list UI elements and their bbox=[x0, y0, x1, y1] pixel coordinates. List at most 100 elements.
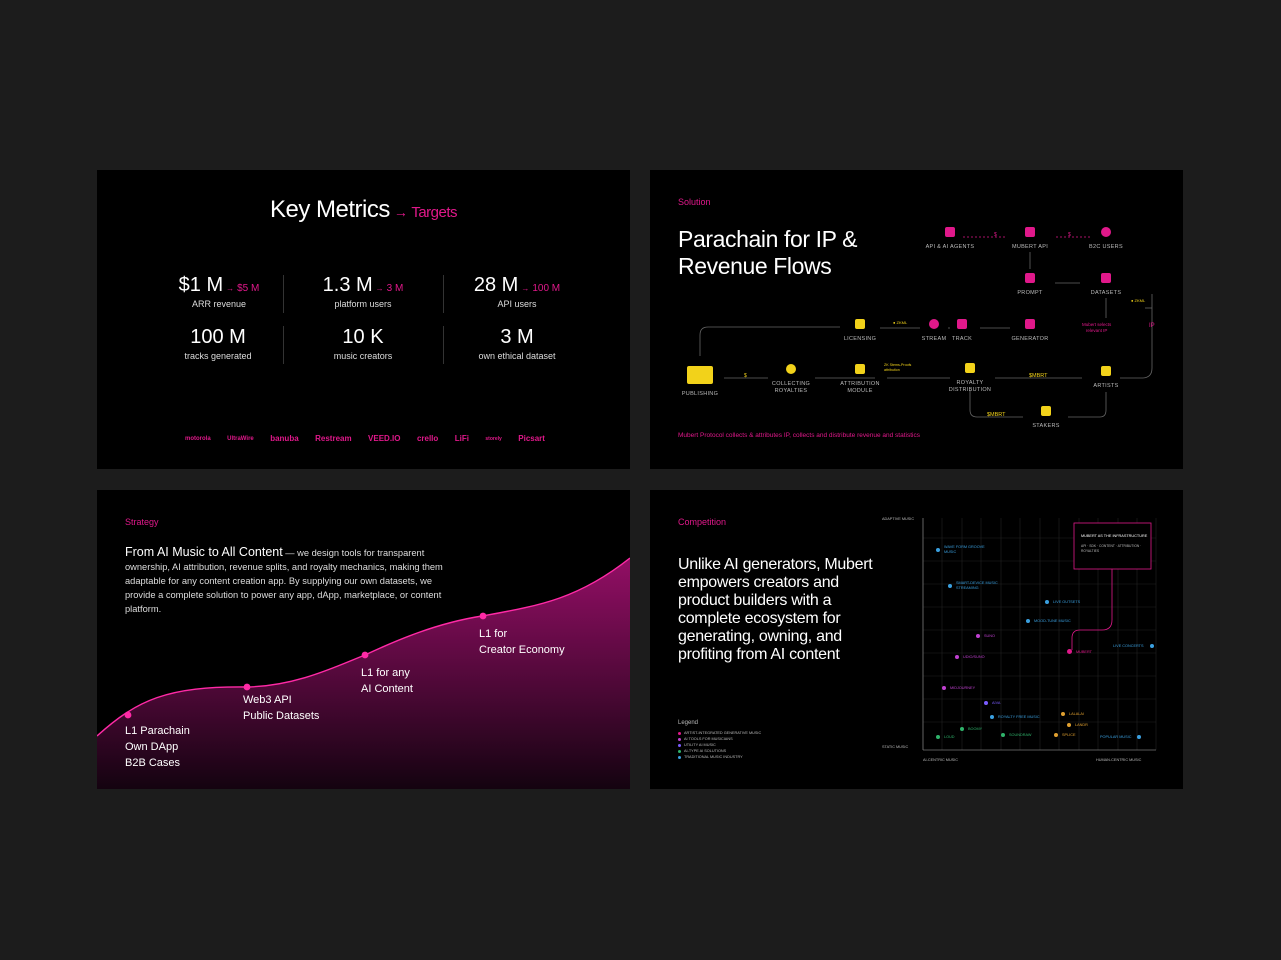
arrow-icon: → bbox=[521, 284, 530, 293]
milestone-3: L1 for any AI Content bbox=[361, 667, 413, 695]
point-label: WAVE FORM GROOVE MUSIC bbox=[936, 545, 986, 554]
milestone-4: L1 for Creator Economy bbox=[479, 628, 565, 656]
platforms-icon bbox=[687, 366, 713, 384]
logo-lifi: LiFi bbox=[454, 434, 469, 443]
title-line: Revenue Flows bbox=[678, 253, 832, 279]
dollar-icon bbox=[786, 364, 796, 374]
solution-slide[interactable]: Solution Parachain for IP & Revenue Flow… bbox=[650, 170, 1183, 469]
metric-desc: music creators bbox=[333, 351, 393, 361]
artists-icon bbox=[1101, 366, 1111, 376]
metric-desc: own ethical dataset bbox=[478, 351, 556, 361]
key-metrics-slide[interactable]: Key Metrics → Targets $1 M → $5 M ARR revenu… bbox=[97, 170, 630, 469]
generator-icon bbox=[1025, 319, 1035, 329]
point-label: MIDJOURNEY bbox=[942, 686, 975, 690]
metric-api: 28 M → 100 M API users bbox=[442, 274, 592, 309]
metric-tracks: 100 M tracks generated bbox=[143, 326, 293, 361]
edge-label: $ bbox=[994, 232, 997, 238]
arrow-icon: → bbox=[393, 204, 408, 220]
point-label: BOOMY bbox=[960, 727, 982, 731]
node-datasets: DATASETS bbox=[1076, 273, 1136, 297]
point-label: ROYALTY FREE MUSIC bbox=[990, 715, 1040, 719]
arrow-icon: → bbox=[226, 284, 235, 293]
point-label: MOOD-TUNE MUSIC bbox=[1026, 619, 1071, 623]
node-collecting: COLLECTING ROYALTIES bbox=[761, 364, 821, 395]
footnote: Mubert Protocol collects & attributes IP… bbox=[678, 432, 920, 439]
title-text: Key Metrics bbox=[269, 196, 390, 223]
metric-desc: tracks generated bbox=[184, 351, 252, 361]
point-label: LIVE OUTSETS bbox=[1045, 600, 1080, 604]
legend-item: AI-TYPE AI SOLUTIONS bbox=[678, 748, 761, 754]
axis-label-adaptive: ADAPTIVE MUSIC bbox=[882, 517, 915, 521]
point-label: SUNO bbox=[976, 634, 995, 638]
metric-desc: API users bbox=[497, 299, 537, 309]
node-prompt: PROMPT bbox=[1000, 273, 1060, 297]
strategy-slide[interactable]: Strategy From AI Music to All Content — … bbox=[97, 490, 630, 789]
logo-motorola: motorola bbox=[185, 435, 211, 442]
metric-value: 1.3 M bbox=[322, 274, 373, 296]
node-track: TRACK bbox=[932, 319, 992, 343]
metric-users: 1.3 M → 3 M platform users bbox=[288, 274, 438, 309]
competition-grid bbox=[922, 518, 1157, 751]
stream-icon bbox=[929, 319, 939, 329]
node-api-agents: API & AI AGENTS bbox=[920, 227, 980, 251]
legend-title: Legend bbox=[678, 720, 699, 726]
callout-title: MUBERT AS THE INFRASTRUCTURE bbox=[1081, 534, 1148, 538]
edge-label: $ bbox=[744, 373, 747, 379]
milestone-dot bbox=[124, 711, 132, 719]
title-target: Targets bbox=[411, 204, 458, 221]
legend-item: AI TOOLS FOR MUSICIANS bbox=[678, 736, 761, 742]
stakers-icon bbox=[1041, 406, 1051, 416]
logo-banuba: banuba bbox=[270, 434, 299, 443]
folder-icon bbox=[1101, 273, 1111, 283]
logo-restream: Restream bbox=[315, 434, 352, 443]
point-label: LANDR bbox=[1067, 723, 1088, 727]
metric-arr: $1 M → $5 M ARR revenue bbox=[144, 274, 294, 309]
point-label: LALALAI bbox=[1061, 712, 1084, 716]
lock-icon bbox=[855, 364, 865, 374]
metric-dataset: 3 M own ethical dataset bbox=[442, 326, 592, 361]
point-label: SOUNDRAW bbox=[1001, 733, 1031, 737]
metric-value: 3 M bbox=[500, 326, 534, 348]
logo-veed: VEED.IO bbox=[368, 434, 401, 443]
logo-storely: storely bbox=[485, 435, 502, 442]
node-attribution: ATTRIBUTION MODULE bbox=[830, 364, 890, 395]
section-label: Strategy bbox=[125, 517, 159, 527]
divider bbox=[443, 326, 444, 364]
divider bbox=[283, 326, 284, 364]
logo-ultrawire: UltraWire bbox=[227, 435, 254, 442]
section-label: Solution bbox=[678, 197, 711, 207]
competition-slide[interactable]: Competition Unlike AI generators, Mubert… bbox=[650, 490, 1183, 789]
logo-crello: crello bbox=[416, 434, 439, 443]
metric-value: 28 M bbox=[473, 274, 519, 296]
point-label: MUBERT bbox=[1067, 649, 1092, 654]
metric-target: 3 M bbox=[386, 283, 404, 294]
point-label: SMART-DEVICE MUSIC STREAMING bbox=[948, 581, 998, 590]
milestone-2: Web3 API Public Datasets bbox=[243, 694, 320, 722]
node-royalty: ROYALTY DISTRIBUTION bbox=[940, 363, 1000, 394]
divider bbox=[283, 275, 284, 313]
user-icon bbox=[1101, 227, 1111, 237]
node-licensing: LICENSING bbox=[830, 319, 890, 343]
point-label: POPULAR MUSIC bbox=[1100, 735, 1145, 739]
legend-item: UTILITY AI MUSIC bbox=[678, 742, 761, 748]
milestone-dot bbox=[243, 683, 251, 691]
metric-value: 100 M bbox=[190, 326, 246, 348]
legend-item: ARTIST-INTEGRATED GENERATIVE MUSIC bbox=[678, 730, 761, 736]
mubert-selects-label: Mubert selects relevant IP bbox=[1082, 322, 1112, 333]
legend-item: TRADITIONAL MUSIC INDUSTRY bbox=[678, 754, 761, 760]
key-metrics-title: Key Metrics → Targets bbox=[97, 196, 630, 224]
point-label: SPLICE bbox=[1054, 733, 1076, 737]
divider bbox=[443, 275, 444, 313]
section-label: Competition bbox=[678, 517, 727, 527]
point-label: LIVE CONCERTS bbox=[1113, 644, 1158, 648]
point-label: UDIO/SUNO bbox=[955, 655, 985, 659]
api-agents-icon bbox=[945, 227, 955, 237]
client-logos: motorola UltraWire banuba Restream VEED.… bbox=[185, 434, 545, 443]
point-label: LOUD bbox=[936, 735, 955, 739]
competition-title: Unlike AI generators, Mubert empowers cr… bbox=[678, 556, 873, 663]
split-icon bbox=[965, 363, 975, 373]
shield-icon bbox=[855, 319, 865, 329]
flow-arrows bbox=[699, 236, 1153, 418]
metric-creators: 10 K music creators bbox=[288, 326, 438, 361]
axis-label-ai-centric: AI-CENTRIC MUSIC bbox=[923, 758, 959, 762]
